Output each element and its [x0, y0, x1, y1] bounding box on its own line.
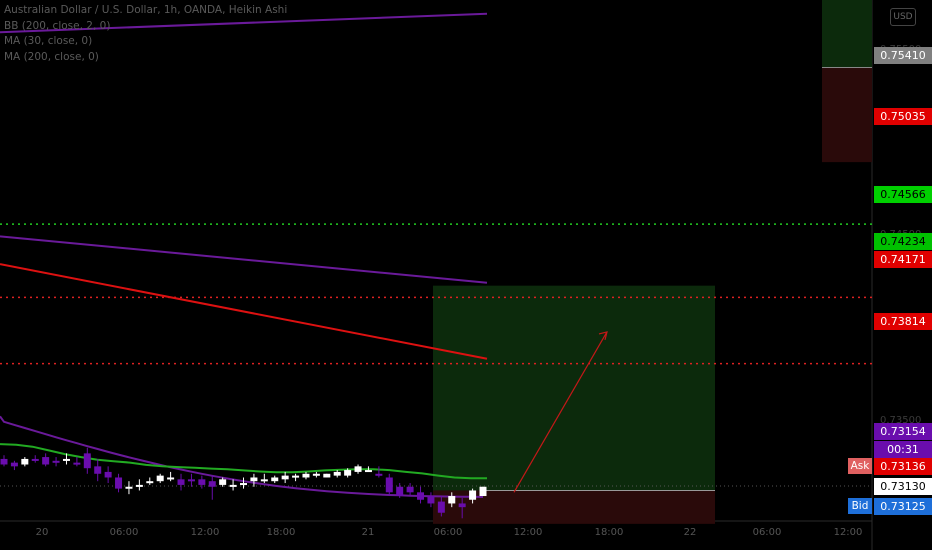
candle	[62, 458, 70, 461]
candle	[94, 466, 102, 474]
candle	[271, 477, 279, 482]
candle	[406, 486, 414, 493]
candle	[0, 458, 8, 465]
upper-target-zone	[822, 0, 872, 68]
candle	[396, 486, 404, 497]
candle	[479, 486, 487, 497]
candle	[260, 479, 268, 482]
candle	[208, 481, 216, 487]
candle	[52, 460, 60, 463]
price-label: 0.74566	[874, 186, 932, 203]
candle	[156, 475, 164, 482]
candle	[135, 484, 143, 487]
candle	[333, 471, 341, 476]
time-tick: 06:00	[109, 527, 139, 538]
candle	[146, 481, 154, 484]
candle	[219, 479, 227, 485]
bb-mid-line	[0, 235, 488, 284]
price-tick: 0.73500	[880, 414, 922, 426]
candle	[125, 486, 133, 489]
candle	[437, 501, 445, 513]
candle	[177, 479, 185, 485]
candle	[187, 479, 195, 482]
candle	[427, 496, 435, 504]
candle	[292, 475, 300, 478]
candle	[31, 458, 39, 461]
upper-stop-zone	[822, 67, 872, 163]
ma200-line	[0, 263, 488, 360]
price-label: 0.75035	[874, 108, 932, 125]
time-tick: 18:00	[266, 527, 296, 538]
candle	[10, 462, 18, 467]
price-label: 0.73814	[874, 313, 932, 330]
candle	[104, 471, 112, 478]
candle	[323, 473, 331, 478]
time-tick: 21	[361, 527, 375, 538]
price-label: 0.74171	[874, 251, 932, 268]
candle	[364, 470, 372, 473]
time-tick: 06:00	[752, 527, 782, 538]
candle	[21, 458, 29, 465]
candle	[240, 483, 247, 486]
candle	[312, 473, 320, 476]
candle	[83, 453, 91, 469]
time-tick: 20	[35, 527, 49, 538]
indicator-ma30[interactable]: MA (30, close, 0)	[4, 35, 93, 47]
candle	[73, 462, 81, 465]
price-label: 0.73154	[874, 423, 932, 440]
bb-upper-line	[0, 12, 488, 34]
price-label: 0.73136	[874, 458, 932, 475]
projection-arrow	[513, 331, 608, 493]
bid-tag: Bid	[848, 498, 872, 514]
ask-tag: Ask	[848, 458, 872, 474]
symbol-title[interactable]: Australian Dollar / U.S. Dollar, 1h, OAN…	[4, 4, 288, 16]
candle	[42, 457, 50, 465]
candle	[354, 466, 362, 472]
price-label: 00:31	[874, 441, 932, 458]
price-label: 0.75410	[874, 47, 932, 64]
time-tick: 12:00	[190, 527, 220, 538]
candle	[198, 479, 206, 485]
indicator-bb[interactable]: BB (200, close, 2, 0)	[4, 19, 111, 32]
legend: Australian Dollar / U.S. Dollar, 1h, OAN…	[4, 3, 287, 65]
candle	[115, 477, 123, 489]
candle	[229, 484, 237, 487]
time-tick: 18:00	[594, 527, 624, 538]
candle	[167, 477, 175, 480]
candle	[281, 475, 289, 480]
candle	[302, 473, 310, 478]
time-tick: 12:00	[513, 527, 543, 538]
price-label: 0.73130	[874, 478, 932, 495]
currency-button[interactable]: USD	[890, 8, 916, 26]
candle	[250, 477, 258, 482]
arrow-head	[598, 331, 608, 341]
candle	[458, 503, 466, 508]
time-tick: 06:00	[433, 527, 463, 538]
candle	[344, 470, 352, 476]
candle	[417, 492, 425, 500]
candle	[448, 496, 456, 504]
candle	[385, 477, 393, 493]
time-tick: 12:00	[833, 527, 863, 538]
indicator-ma200[interactable]: MA (200, close, 0)	[4, 50, 99, 63]
candle	[469, 490, 477, 500]
price-label: 0.74234	[874, 233, 932, 250]
ma30-line	[0, 443, 487, 480]
price-label: 0.73125	[874, 498, 932, 515]
time-tick: 22	[683, 527, 697, 538]
candle	[375, 473, 383, 476]
